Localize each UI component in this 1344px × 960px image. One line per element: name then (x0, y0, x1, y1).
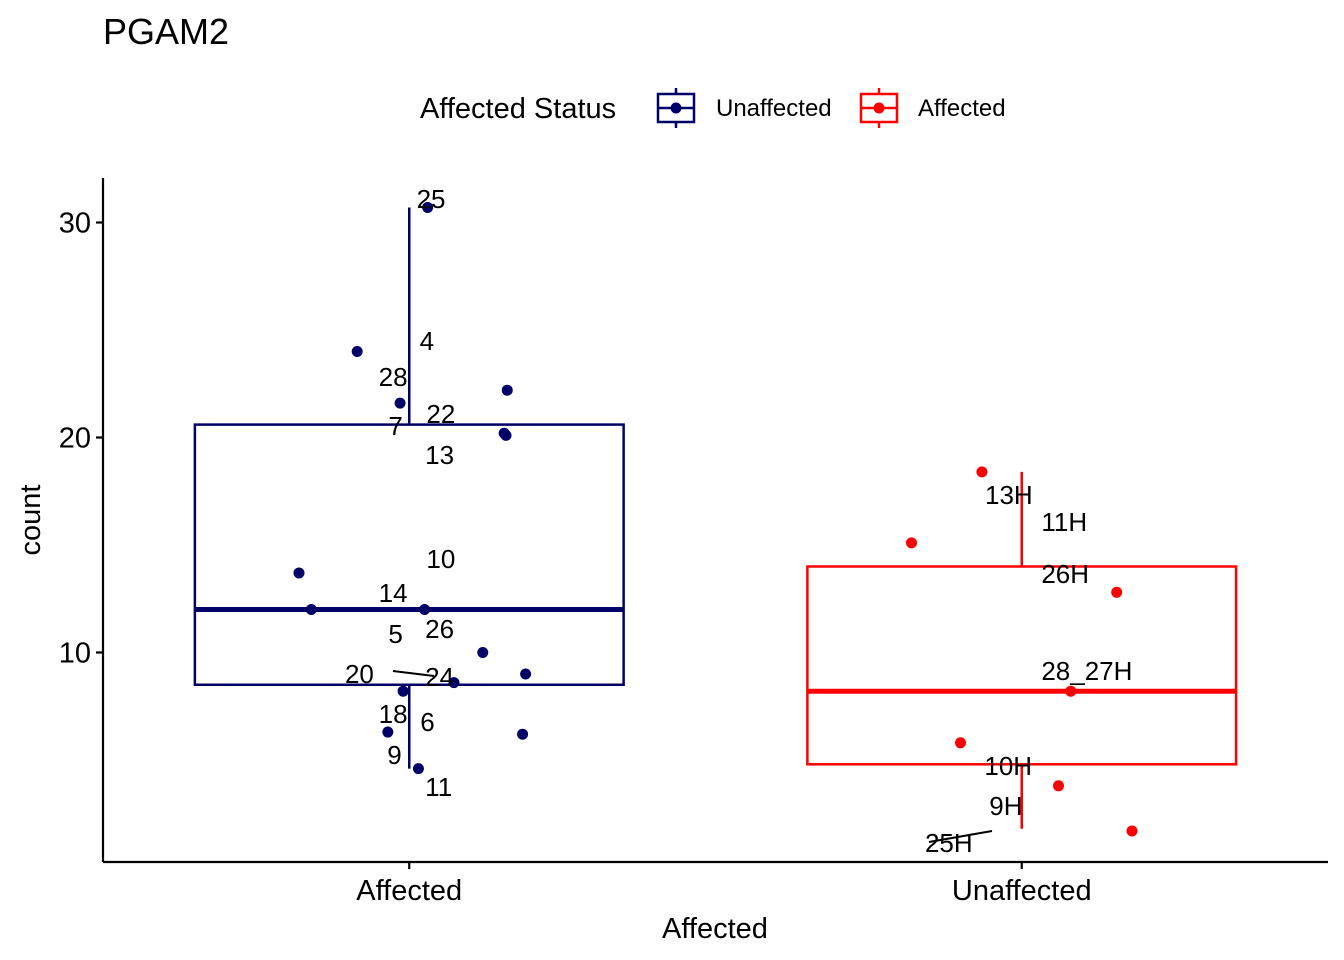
data-point (976, 466, 988, 478)
legend: Affected Status Unaffected Affected (420, 88, 1006, 128)
point-label: 10H (984, 751, 1032, 781)
label-leader-line (392, 670, 435, 677)
point-label: 25 (417, 184, 446, 214)
data-point (305, 604, 317, 615)
point-label: 11H (1041, 507, 1087, 537)
point-label: 6 (420, 707, 434, 737)
data-point (1053, 780, 1064, 792)
data-point (293, 567, 305, 579)
data-point (1126, 825, 1138, 837)
legend-entry-unaffected: Unaffected (656, 88, 832, 128)
data-point (1111, 586, 1123, 598)
point-label: 18 (379, 699, 408, 729)
data-point (394, 397, 406, 409)
data-point (906, 537, 917, 549)
data-point (397, 685, 409, 697)
data-point (955, 737, 966, 749)
iqr-box (806, 565, 1238, 766)
point-label: 13H (985, 480, 1033, 510)
point-label: 14 (379, 578, 408, 608)
data-point (448, 677, 460, 689)
data-point (422, 201, 434, 213)
point-label: 9 (387, 740, 401, 770)
x-tick-label: Unaffected (952, 875, 1092, 907)
point-label: 28_27H (1041, 656, 1132, 686)
point-label: 5 (388, 619, 402, 649)
point-label: 20 (345, 659, 374, 689)
data-point (419, 604, 431, 615)
legend-key-point (873, 102, 885, 114)
point-label: 10 (426, 544, 455, 574)
y-tick-label: 20 (59, 423, 91, 455)
x-axis-title: Affected (662, 913, 768, 945)
data-point (517, 728, 529, 740)
data-point (501, 384, 513, 396)
x-tick-label: Affected (356, 875, 462, 907)
point-label: 7 (388, 411, 402, 441)
label-leader-line (928, 830, 993, 843)
point-label: 26 (425, 614, 454, 644)
data-point (382, 726, 394, 738)
legend-title: Affected Status (420, 93, 616, 125)
data-point (500, 429, 512, 441)
axes: 10 20 30 Affected Unaffected (59, 178, 1328, 907)
point-label: 25H (925, 828, 973, 858)
point-label: 4 (420, 326, 434, 356)
point-label: 26H (1041, 559, 1089, 589)
data-point (412, 763, 424, 775)
point-label: 24 (425, 662, 454, 692)
y-axis-title: count (15, 485, 47, 556)
legend-label-unaffected: Unaffected (716, 95, 832, 122)
data-point (477, 647, 489, 658)
point-label: 11 (425, 772, 452, 802)
legend-label-affected: Affected (918, 95, 1006, 122)
data-point (351, 346, 363, 357)
point-label: 28 (379, 362, 408, 392)
y-tick-label: 10 (59, 638, 91, 670)
data-point (1065, 685, 1077, 697)
iqr-box (193, 423, 625, 686)
legend-entry-affected: Affected (859, 88, 1006, 128)
y-tick-label: 30 (59, 208, 91, 240)
point-label: 13 (425, 440, 454, 470)
legend-key-point (670, 102, 682, 114)
plot-area: 25 4 28 7 22 13 10 14 5 26 20 24 18 69 11 13H 11H 26H 28_2… (193, 184, 1238, 858)
point-label: 22 (426, 399, 455, 429)
point-label: 9H (989, 791, 1022, 821)
data-point (520, 668, 532, 680)
chart-title: PGAM2 (103, 11, 229, 52)
